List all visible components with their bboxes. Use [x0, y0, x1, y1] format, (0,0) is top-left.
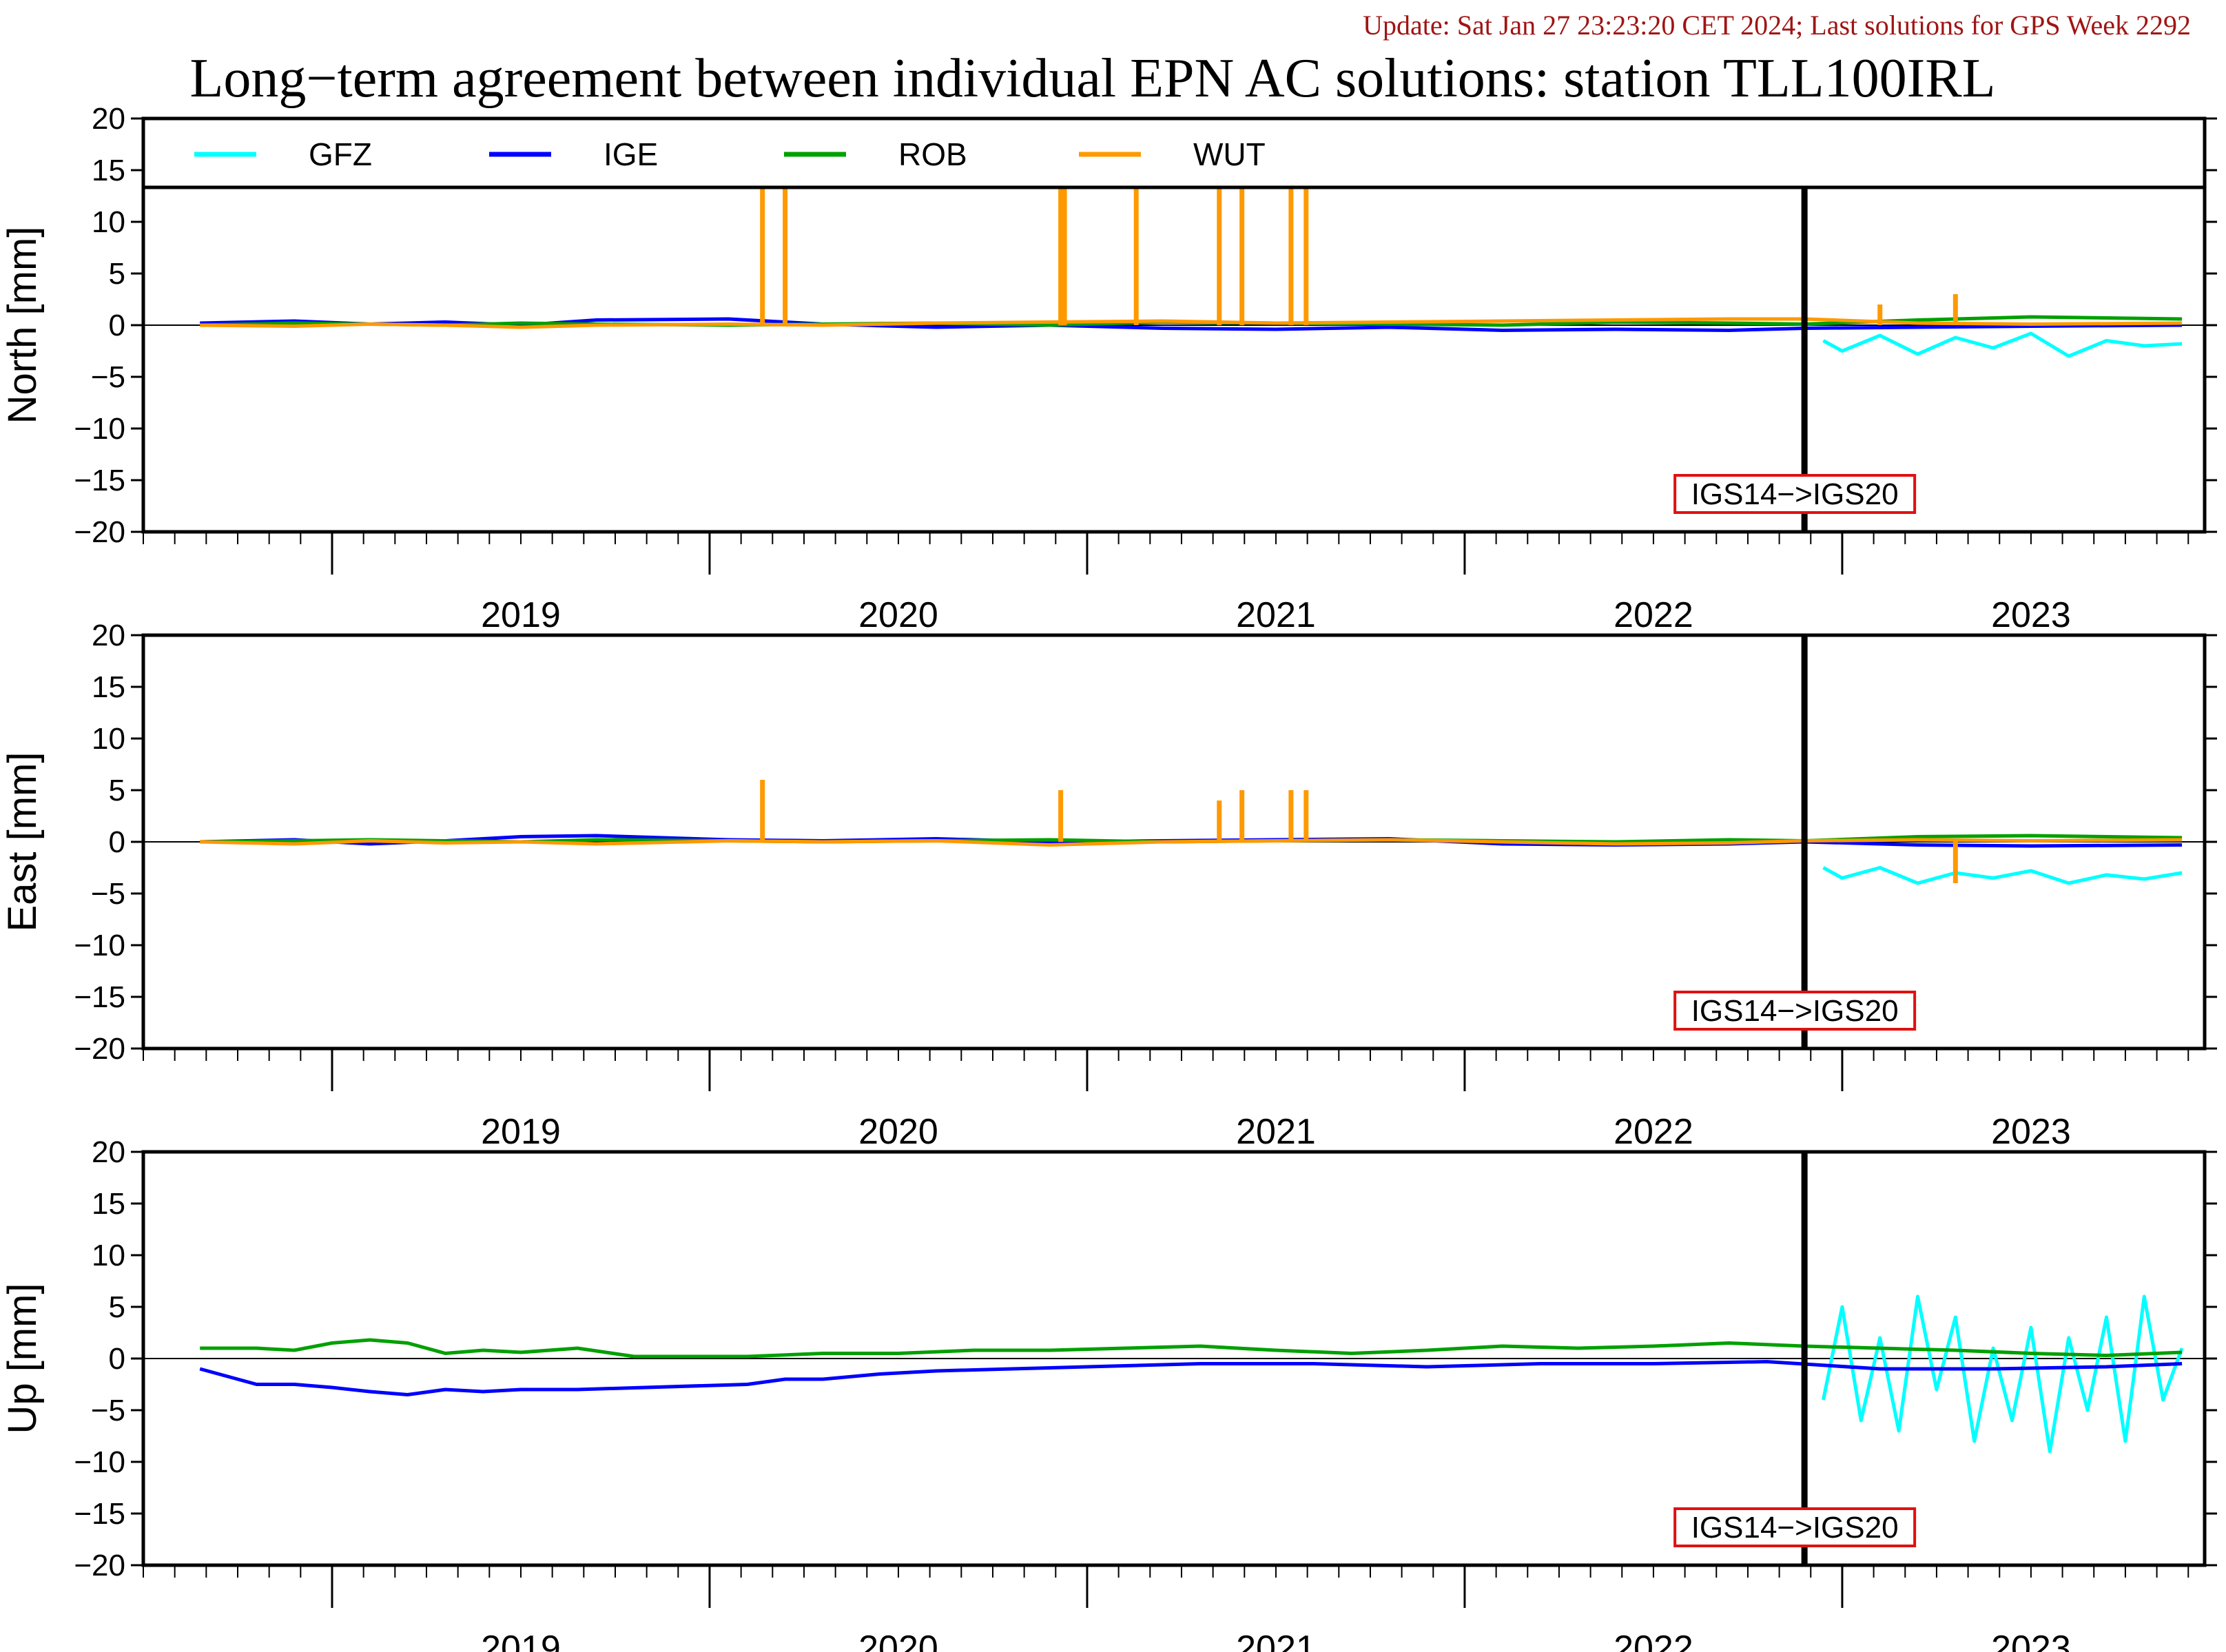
y-axis-title: Up [mm] [0, 1283, 45, 1434]
y-tick-label: −20 [74, 1032, 125, 1066]
y-tick-label: −5 [91, 360, 125, 394]
x-tick-label: 2022 [1614, 595, 1693, 635]
series-line-gfz [1822, 331, 2183, 358]
legend-label-wut: WUT [1193, 136, 1266, 172]
y-axis-title: North [mm] [0, 227, 45, 424]
series-line-ige [200, 317, 2183, 332]
y-tick-label: 5 [109, 257, 125, 291]
annotation-box [1673, 1507, 1917, 1547]
x-tick-label: 2021 [1236, 1112, 1316, 1152]
y-tick-label: −15 [74, 1497, 125, 1531]
annotation-text: IGS14−>IGS20 [1691, 477, 1899, 511]
legend-label-ige: IGE [604, 136, 658, 172]
y-tick-label: 20 [92, 102, 125, 136]
series-line-ige [199, 1360, 2183, 1396]
x-tick-label: 2021 [1236, 595, 1316, 635]
x-tick-label: 2021 [1236, 1629, 1316, 1652]
y-tick-label: 0 [109, 309, 125, 342]
panels: IGS14−>IGS20 20 15 10 5 0 −5 −10 −15 −20 North [mm… [0, 102, 2217, 1652]
y-tick-label: 5 [109, 774, 125, 807]
y-tick-label: −10 [74, 412, 125, 446]
y-tick-label: −20 [74, 1549, 125, 1582]
y-tick-label: −5 [91, 1394, 125, 1427]
y-tick-label: −10 [74, 1445, 125, 1479]
chart-title: Long−term agreement between individual E… [189, 48, 1995, 109]
x-tick-label: 2019 [481, 1112, 561, 1152]
series-line-gfz [1822, 1294, 2184, 1454]
y-tick-label: −10 [74, 929, 125, 962]
x-tick-label: 2023 [1991, 1629, 2071, 1652]
x-tick-label: 2020 [858, 595, 938, 635]
annotation-box [1673, 991, 1917, 1031]
x-tick-label: 2019 [481, 1629, 561, 1652]
annotation-text: IGS14−>IGS20 [1691, 1511, 1899, 1545]
y-tick-label: 10 [92, 205, 125, 239]
y-tick-label: 20 [92, 1135, 125, 1169]
x-tick-label: 2023 [1991, 1112, 2071, 1152]
legend-label-gfz: GFZ [309, 136, 372, 172]
update-text: Update: Sat Jan 27 23:23:20 CET 2024; La… [1363, 10, 2191, 41]
y-tick-label: 10 [92, 722, 125, 756]
series-line-wut [200, 838, 2183, 847]
annotation-box [1673, 474, 1917, 514]
legend: GFZ IGE ROB WUT [141, 116, 2207, 189]
panel-up: IGS14−>IGS20 20 15 10 5 0 −5 −10 −15 −20 Up [mm] 20… [0, 1135, 2217, 1652]
x-tick-label: 2020 [858, 1629, 938, 1652]
y-tick-label: 20 [92, 619, 125, 652]
y-tick-label: 15 [92, 154, 125, 187]
y-tick-label: 15 [92, 670, 125, 704]
y-axis-title: East [mm] [0, 752, 45, 931]
legend-box [141, 116, 2207, 189]
y-tick-label: 0 [109, 825, 125, 859]
panel-north: IGS14−>IGS20 20 15 10 5 0 −5 −10 −15 −20 North [mm… [0, 102, 2217, 635]
x-tick-label: 2022 [1614, 1112, 1693, 1152]
legend-label-rob: ROB [898, 136, 967, 172]
annotation-text: IGS14−>IGS20 [1691, 994, 1899, 1028]
x-tick-label: 2023 [1991, 595, 2071, 635]
y-tick-label: −15 [74, 980, 125, 1014]
y-tick-label: 5 [109, 1290, 125, 1324]
panel-east: IGS14−>IGS20 20 15 10 5 0 −5 −10 −15 −20 East [mm]… [0, 619, 2217, 1152]
x-tick-label: 2019 [481, 595, 561, 635]
x-tick-label: 2022 [1614, 1629, 1693, 1652]
y-tick-label: −15 [74, 464, 125, 497]
x-tick-label: 2020 [858, 1112, 938, 1152]
y-tick-label: −20 [74, 515, 125, 549]
y-tick-label: −5 [91, 877, 125, 911]
series-line-wut [200, 317, 2183, 329]
series-group-east [200, 780, 2183, 885]
y-tick-label: 0 [109, 1342, 125, 1376]
series-line-gfz [1822, 866, 2183, 885]
y-tick-label: 10 [92, 1239, 125, 1272]
y-tick-label: 15 [92, 1187, 125, 1221]
